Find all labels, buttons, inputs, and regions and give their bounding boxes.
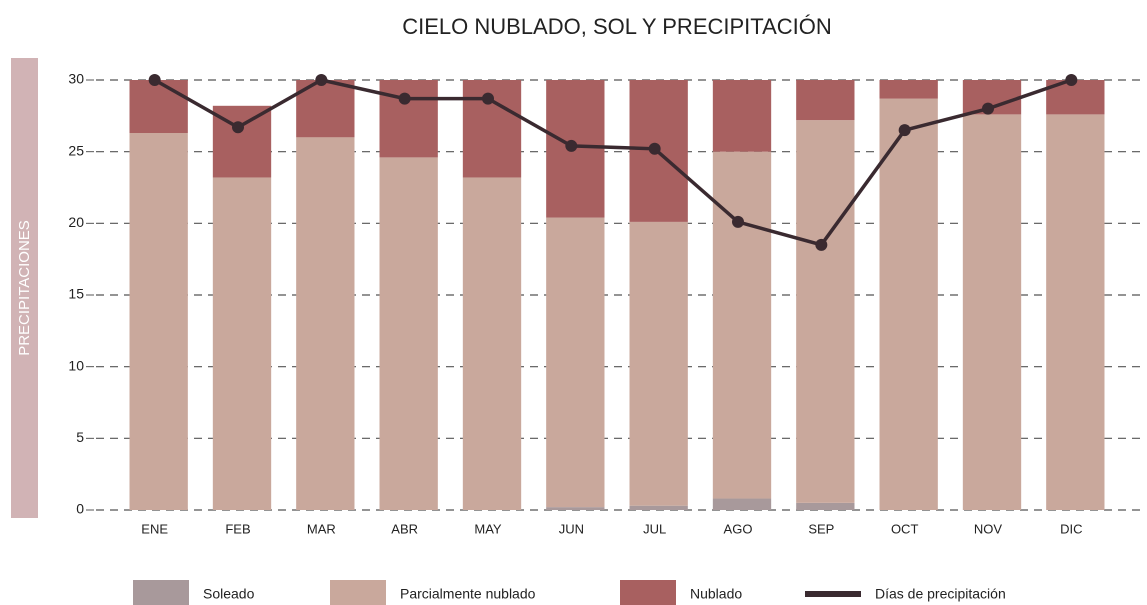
legend-label: Días de precipitación (875, 586, 1006, 602)
bar-segment (212, 177, 272, 510)
legend-label: Parcialmente nublado (400, 586, 536, 602)
y-label-box (11, 58, 38, 518)
line-series (153, 78, 1072, 247)
y-tick-label: 15 (68, 286, 84, 302)
x-tick-label: NOV (974, 521, 1003, 536)
x-tick-label: AGO (724, 521, 753, 536)
line-point (815, 238, 828, 251)
bar-segment (1046, 114, 1105, 511)
x-tick-label: MAY (474, 521, 502, 536)
legend-label: Soleado (203, 586, 255, 602)
line-point (565, 139, 578, 152)
legend-swatch (133, 580, 189, 605)
line-point (315, 74, 328, 86)
y-tick-label: 10 (68, 357, 84, 373)
line-point (898, 124, 911, 137)
bar-segment (879, 98, 938, 510)
line-point (398, 92, 411, 105)
bar-segment (129, 133, 188, 511)
x-tick-label: OCT (891, 521, 919, 536)
x-tick-label: ENE (141, 521, 168, 536)
y-tick-label: 25 (68, 142, 84, 158)
y-axis-label: PRECIPITACIONES (16, 220, 33, 356)
bar-segment (712, 80, 772, 152)
bar-segment (712, 151, 772, 499)
line-point (982, 102, 994, 115)
x-tick-label: JUN (559, 521, 584, 536)
bar-segment (462, 177, 522, 510)
x-tick-label: MAR (307, 521, 336, 536)
bar-segment (962, 114, 1022, 511)
legend-label: Nublado (690, 586, 742, 602)
bar-segment (796, 502, 855, 510)
line-point (648, 142, 661, 155)
y-tick-label: 5 (76, 429, 84, 445)
y-tick-label: 30 (68, 71, 84, 87)
line-point (232, 121, 244, 134)
x-tick-label: JUL (643, 521, 666, 536)
legend-swatch (620, 580, 676, 605)
bar-segment (629, 505, 688, 510)
y-tick-label: 0 (76, 501, 84, 517)
x-tick-label: SEP (808, 521, 834, 536)
legend-swatch (805, 591, 861, 597)
line-point (732, 215, 744, 228)
line-point (1065, 74, 1078, 86)
x-tick-label: ABR (391, 521, 418, 536)
bar-segment (129, 80, 188, 134)
y-tick-label: 20 (68, 214, 84, 230)
bar-segment (629, 221, 688, 506)
x-tick-label: DIC (1060, 521, 1082, 536)
legend-swatch (330, 580, 386, 605)
bar-segment (546, 217, 605, 508)
bar-segment (379, 80, 438, 158)
chart-title: CIELO NUBLADO, SOL Y PRECIPITACIÓN (402, 14, 832, 39)
bar-segment (379, 157, 438, 510)
bar-segment (712, 498, 772, 510)
bar-segment (796, 80, 855, 121)
bar-segment (546, 507, 605, 510)
line-point (148, 74, 161, 86)
bar-segment (296, 137, 355, 511)
line-point (482, 92, 494, 105)
x-tick-label: FEB (225, 521, 250, 536)
bar-segment (796, 120, 855, 503)
bar-segment (879, 80, 938, 99)
